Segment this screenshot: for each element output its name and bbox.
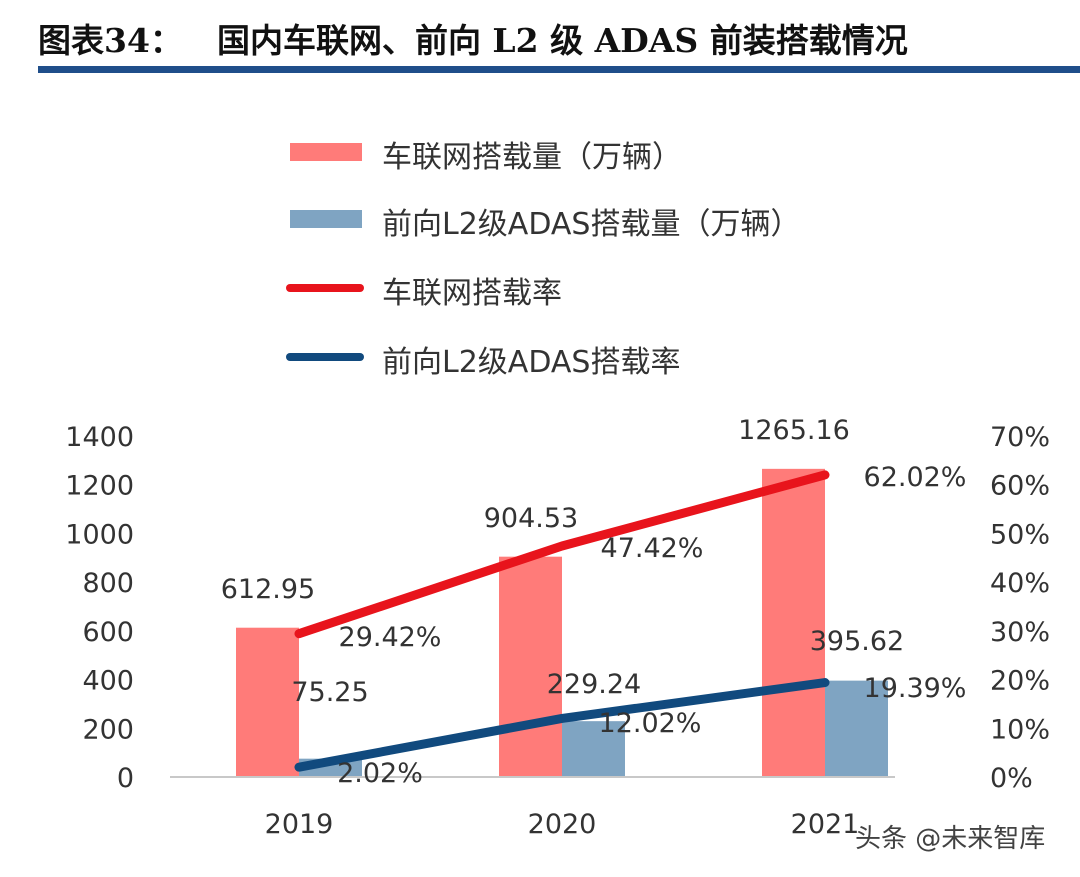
line-data-label: 19.39% [864,673,967,704]
y-right-tick-label: 10% [990,714,1050,745]
legend-swatch-connected-rate [286,284,364,292]
bar-data-label: 75.25 [291,677,368,708]
y-right-tick-label: 0% [990,763,1033,794]
y-left-tick-label: 0 [117,763,134,794]
y-right-tick-label: 50% [990,519,1050,550]
y-left-tick-label: 1000 [65,519,134,550]
x-tick-label: 2019 [265,809,334,840]
line-data-label: 47.42% [601,533,704,564]
figure-title: 国内车联网、前向 L2 级 ADAS 前装搭载情况 [216,21,908,60]
bar-connected-volume [499,556,562,777]
legend-swatch-adas-rate [286,353,364,361]
y-left-tick-label: 400 [82,666,134,697]
bar-adas-volume [562,721,625,777]
legend-swatch-connected-volume [290,143,362,161]
legend-swatch-adas-volume [290,210,362,228]
line-data-label: 12.02% [599,708,702,739]
chart-title: 图表34： 国内车联网、前向 L2 级 ADAS 前装搭载情况 [38,14,908,62]
line-data-label: 29.42% [339,622,442,653]
line-adas-rate [294,678,830,772]
y-right-tick-label: 70% [990,422,1050,453]
y-left-tick-label: 600 [82,617,134,648]
line-data-label: 2.02% [337,758,423,789]
legend-label: 前向L2级ADAS搭载率 [382,345,681,380]
legend-label: 车联网搭载量（万辆） [382,140,682,175]
y-right-tick-label: 20% [990,666,1050,697]
x-tick-label: 2021 [791,809,860,840]
figure-label: 图表34： [38,21,183,60]
legend-label: 车联网搭载率 [382,276,562,311]
y-right-tick-label: 30% [990,617,1050,648]
bar-data-label: 229.24 [547,669,641,700]
legend-label: 前向L2级ADAS搭载量（万辆） [382,207,801,242]
y-left-tick-label: 800 [82,568,134,599]
y-left-tick-label: 1200 [65,471,134,502]
y-right-tick-label: 40% [990,568,1050,599]
bar-data-label: 904.53 [484,503,578,534]
bar-data-label: 612.95 [221,574,315,605]
bar-data-label: 395.62 [810,626,904,657]
x-tick-label: 2020 [528,809,597,840]
y-right-tick-label: 60% [990,471,1050,502]
bar-adas-volume [825,680,888,777]
bar-data-label: 1265.16 [738,415,850,446]
watermark: 头条 @未来智库 [855,824,1046,854]
title-divider [38,66,1080,73]
line-connected-rate [294,470,830,639]
bar-connected-volume [236,627,299,777]
bar-connected-volume [762,468,825,777]
line-data-label: 62.02% [864,462,967,493]
y-left-tick-label: 200 [82,714,134,745]
y-left-tick-label: 1400 [65,422,134,453]
